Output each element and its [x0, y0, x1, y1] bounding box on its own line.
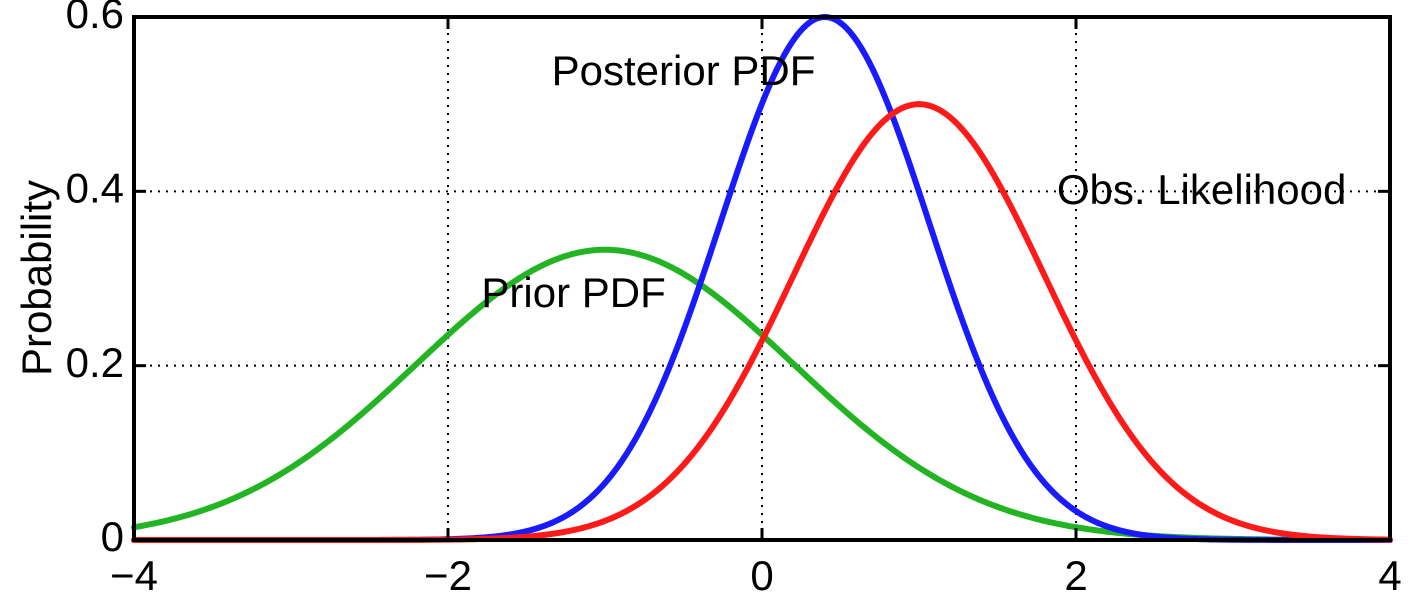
- x-tick-label: 0: [750, 552, 773, 599]
- y-tick-label: 0: [101, 513, 124, 560]
- plot-frame: [132, 15, 1392, 542]
- x-tick-labels: −4 −2 0 2 4: [110, 552, 1402, 599]
- y-tick-label: 0.4: [66, 164, 124, 211]
- x-tick-label: −4: [110, 552, 158, 599]
- posterior-pdf-curve: [131, 14, 1393, 543]
- x-tick-label: 2: [1064, 552, 1087, 599]
- y-tick-labels: 0 0.2 0.4 0.6: [66, 0, 124, 560]
- y-tick-label: 0.2: [66, 339, 124, 386]
- posterior-pdf-label: Posterior PDF: [552, 47, 816, 94]
- curve-annotations: Posterior PDF Obs. Likelihood Prior PDF: [481, 47, 1346, 316]
- x-tick-label: −2: [424, 552, 472, 599]
- y-axis-title: Probability: [13, 180, 60, 376]
- x-tick-label: 4: [1378, 552, 1401, 599]
- grid-lines: [134, 17, 1390, 540]
- prior-pdf-label: Prior PDF: [481, 269, 665, 316]
- y-tick-label: 0.6: [66, 0, 124, 37]
- obs-likelihood-label: Obs. Likelihood: [1057, 166, 1347, 213]
- series-curves: [131, 14, 1393, 543]
- axis-ticks: [132, 15, 1392, 542]
